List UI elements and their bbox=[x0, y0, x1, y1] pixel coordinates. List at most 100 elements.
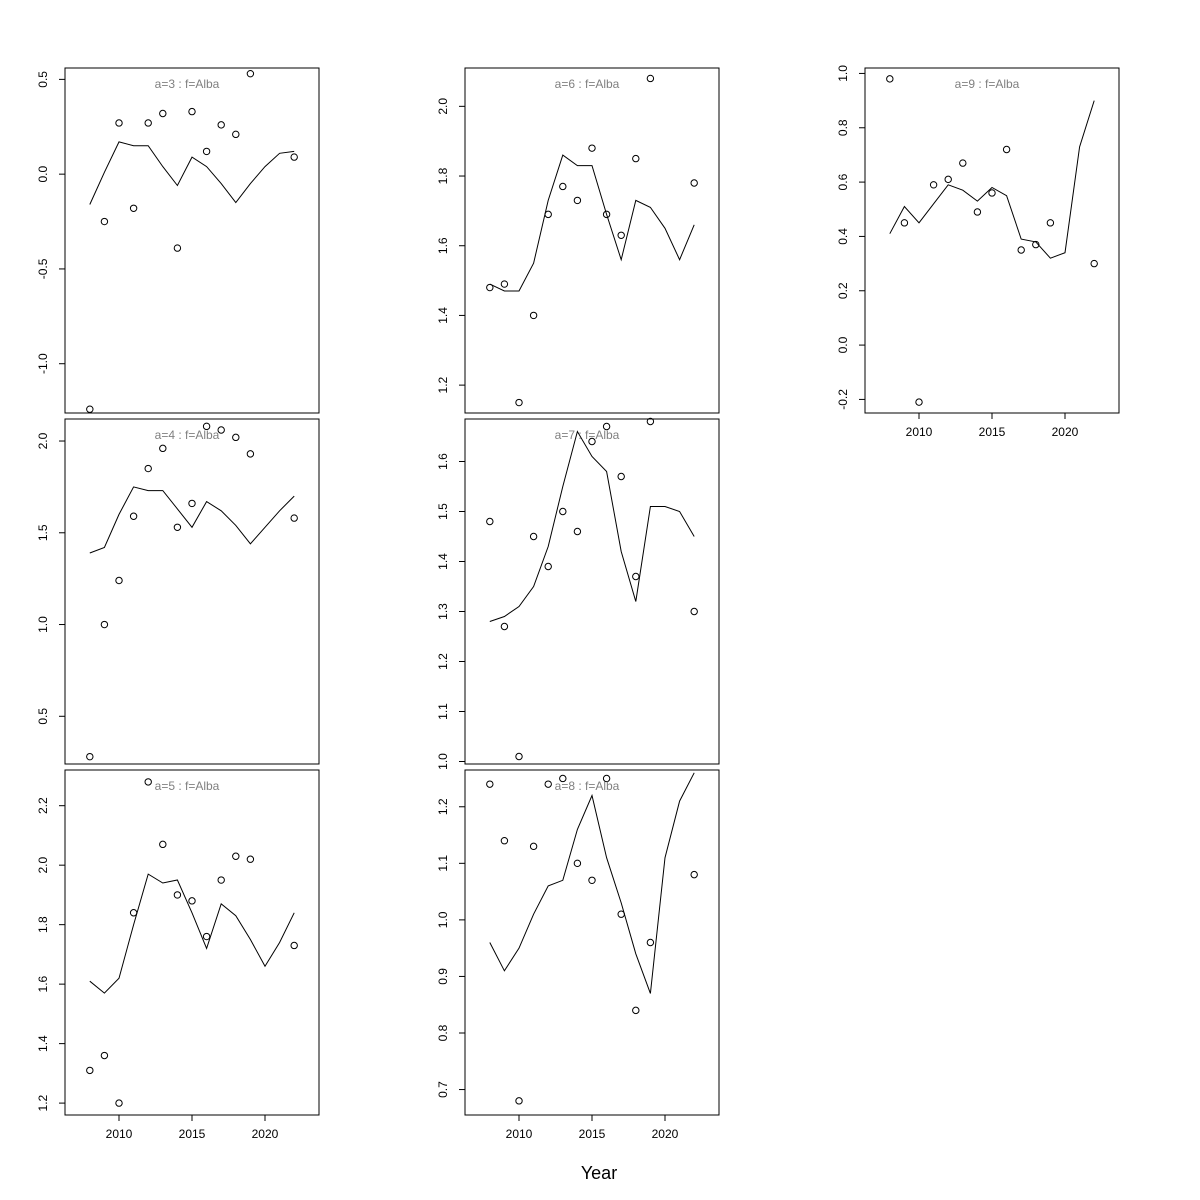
y-tick-label: 1.8 bbox=[436, 167, 450, 184]
panel-title: a=4 : f=Alba bbox=[155, 428, 220, 442]
data-point bbox=[544, 780, 552, 788]
data-point bbox=[188, 499, 196, 508]
y-tick-label: 0.0 bbox=[836, 336, 850, 353]
y-tick-label: 1.5 bbox=[436, 503, 450, 520]
y-tick-label: 0.2 bbox=[836, 282, 850, 299]
panel-frame bbox=[864, 67, 1120, 414]
data-point bbox=[115, 576, 123, 585]
data-point bbox=[159, 444, 167, 453]
data-point bbox=[690, 870, 698, 879]
data-point bbox=[617, 910, 625, 918]
fitted-line bbox=[489, 430, 695, 622]
y-tick-label: 1.4 bbox=[36, 1035, 50, 1052]
data-point bbox=[217, 876, 225, 884]
data-point bbox=[144, 119, 152, 127]
y-tick-label: 0.8 bbox=[436, 1024, 450, 1041]
y-tick-label: 0.8 bbox=[836, 119, 850, 136]
x-tick-label: 2020 bbox=[252, 1127, 279, 1141]
y-tick-label: 1.6 bbox=[436, 237, 450, 254]
data-point bbox=[290, 514, 298, 522]
y-tick-label: 0.5 bbox=[36, 708, 50, 725]
data-point bbox=[188, 107, 196, 116]
data-point bbox=[246, 450, 255, 458]
data-point bbox=[173, 523, 182, 531]
data-point bbox=[144, 464, 152, 473]
y-tick-label: 1.2 bbox=[436, 653, 450, 670]
y-tick-label: 1.4 bbox=[436, 553, 450, 570]
data-point bbox=[232, 852, 240, 860]
y-tick-label: 2.2 bbox=[36, 797, 50, 814]
x-tick-label: 2015 bbox=[979, 425, 1006, 439]
data-point bbox=[900, 219, 909, 227]
x-tick-label: 2010 bbox=[506, 1127, 533, 1141]
data-point bbox=[544, 210, 552, 219]
panel-3: 1.2 1.4 1.6 1.8 2.0 2.2 2010 2015 2020 a=5 : f=Al… bbox=[36, 769, 320, 1141]
panel-frame bbox=[464, 67, 720, 414]
data-point bbox=[217, 426, 225, 434]
data-point bbox=[617, 472, 625, 481]
data-point bbox=[1017, 246, 1025, 254]
x-axis-label: Year bbox=[581, 1163, 617, 1183]
data-point bbox=[602, 422, 611, 431]
y-tick-label: 1.0 bbox=[436, 911, 450, 928]
fitted-line bbox=[89, 486, 295, 554]
data-point bbox=[100, 620, 109, 629]
x-tick-label: 2015 bbox=[179, 1127, 206, 1141]
panel-frame bbox=[64, 418, 320, 765]
y-tick-label: 0.5 bbox=[36, 71, 50, 88]
panel-4: 1.2 1.4 1.6 1.8 2.0 a=6 : f=Alba bbox=[436, 67, 720, 414]
fitted-line bbox=[889, 100, 1095, 259]
data-point bbox=[959, 159, 967, 167]
fitted-line bbox=[89, 141, 295, 205]
y-tick-label: 1.3 bbox=[436, 603, 450, 620]
panel-5: 1.0 1.1 1.2 1.3 1.4 1.5 1.6 a=7 : f=Alba bbox=[436, 417, 720, 770]
data-point bbox=[515, 1097, 523, 1105]
data-point bbox=[632, 572, 640, 581]
data-point bbox=[129, 512, 138, 520]
y-tick-label: 0.6 bbox=[836, 173, 850, 190]
data-point bbox=[944, 175, 952, 184]
data-point bbox=[100, 217, 109, 226]
data-point bbox=[159, 840, 167, 849]
data-point bbox=[632, 1006, 640, 1015]
panel-7: -0.2 0.0 0.2 0.4 0.6 0.8 1.0 2010 2015 2020 a=9 : … bbox=[836, 65, 1120, 439]
data-point bbox=[573, 196, 582, 205]
x-tick-label: 2020 bbox=[652, 1127, 679, 1141]
data-point bbox=[617, 231, 625, 239]
data-point bbox=[173, 891, 182, 899]
y-tick-label: 1.6 bbox=[436, 453, 450, 470]
y-tick-label: -0.2 bbox=[836, 389, 850, 410]
panel-frame bbox=[64, 67, 320, 414]
data-point bbox=[515, 398, 523, 407]
data-point bbox=[544, 562, 552, 571]
y-tick-label: 2.0 bbox=[36, 432, 50, 449]
y-tick-label: 2.0 bbox=[36, 857, 50, 874]
data-point bbox=[602, 774, 611, 783]
y-tick-label: 1.2 bbox=[36, 1094, 50, 1111]
data-point bbox=[929, 181, 938, 189]
data-point bbox=[973, 208, 982, 216]
data-point bbox=[1046, 219, 1055, 227]
data-point bbox=[886, 75, 894, 83]
data-point bbox=[86, 405, 94, 413]
data-point bbox=[1032, 240, 1040, 249]
y-tick-label: 0.9 bbox=[436, 968, 450, 985]
data-point bbox=[529, 311, 538, 320]
y-tick-label: 1.1 bbox=[436, 703, 450, 720]
data-point bbox=[173, 244, 182, 252]
data-point bbox=[232, 130, 240, 139]
data-point bbox=[915, 398, 923, 406]
data-point bbox=[632, 154, 640, 163]
data-point bbox=[588, 144, 596, 152]
data-point bbox=[144, 778, 152, 786]
data-point bbox=[129, 204, 138, 212]
x-tick-label: 2010 bbox=[906, 425, 933, 439]
y-tick-label: -0.5 bbox=[36, 258, 50, 279]
panel-title: a=6 : f=Alba bbox=[555, 77, 620, 91]
data-point bbox=[202, 932, 211, 941]
data-point bbox=[86, 752, 94, 761]
data-point bbox=[486, 517, 494, 526]
data-point bbox=[646, 938, 655, 947]
y-tick-label: -1.0 bbox=[36, 353, 50, 374]
data-point bbox=[86, 1066, 94, 1075]
